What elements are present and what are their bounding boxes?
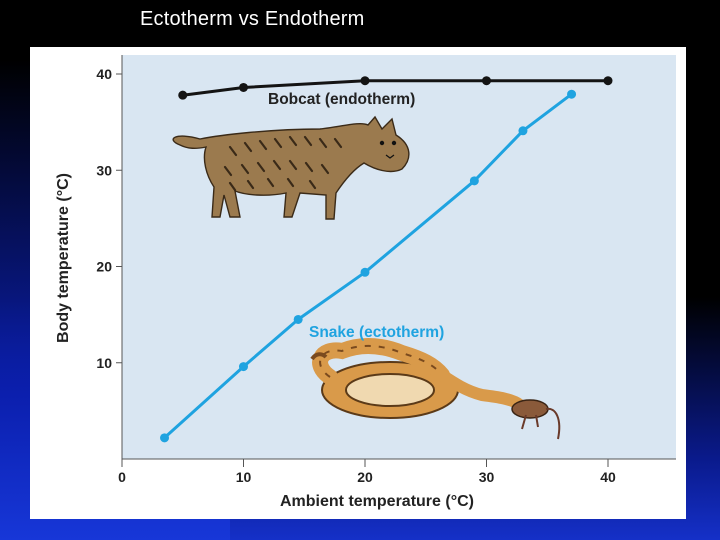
tick-label-group: 0 10 20 30 40 10 20 30 40 — [96, 66, 616, 485]
y-tick-label: 10 — [96, 355, 112, 371]
x-tick-label: 20 — [357, 469, 373, 485]
x-axis-label: Ambient temperature (°C) — [280, 493, 474, 510]
slide-title: Ectotherm vs Endotherm — [140, 8, 365, 30]
ectotherm-data-point — [567, 89, 577, 99]
endotherm-data-point — [178, 90, 188, 100]
series-labels: Bobcat (endotherm) Snake (ectotherm) — [268, 91, 444, 341]
ectotherm-series-label: Snake (ectotherm) — [309, 324, 444, 341]
x-tick-label: 10 — [236, 469, 252, 485]
tick-group — [116, 73, 609, 467]
y-tick-label: 30 — [96, 162, 112, 178]
ectotherm-data-point — [360, 267, 370, 277]
x-tick-label: 0 — [118, 469, 126, 485]
x-tick-label: 30 — [479, 469, 495, 485]
endotherm-data-point — [360, 76, 370, 86]
bobcat-illustration — [172, 115, 410, 220]
ectotherm-data-point — [239, 362, 248, 372]
y-axis-label: Body temperature (°C) — [55, 173, 72, 343]
y-tick-label: 20 — [96, 259, 112, 275]
endotherm-data-point — [603, 76, 613, 86]
ectotherm-data-point — [293, 314, 303, 324]
endotherm-data-point — [482, 76, 491, 86]
endotherm-series-label: Bobcat (endotherm) — [268, 91, 415, 108]
ectotherm-data-point — [518, 126, 528, 136]
endotherm-data-point — [239, 82, 248, 92]
ectotherm-data-point — [160, 433, 170, 443]
y-tick-label: 40 — [96, 66, 112, 82]
snake-illustration — [310, 338, 561, 440]
series-points — [160, 76, 613, 443]
ectotherm-data-point — [469, 176, 479, 186]
axes — [121, 55, 676, 460]
x-tick-label: 40 — [600, 469, 616, 485]
